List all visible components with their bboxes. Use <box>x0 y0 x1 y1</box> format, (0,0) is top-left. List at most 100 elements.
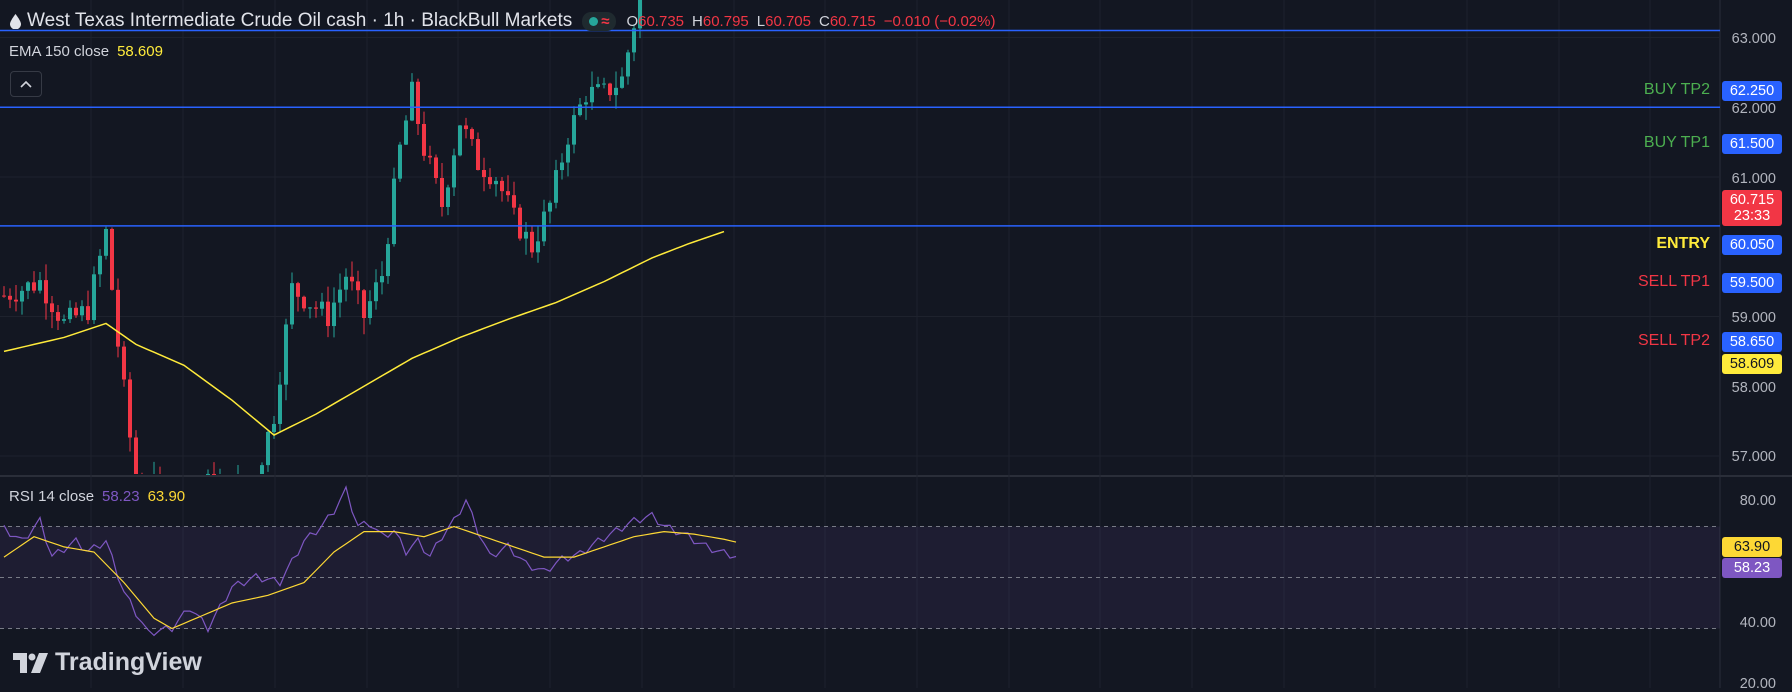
price-axis-tick: 63.000 <box>1731 31 1776 47</box>
symbol-title[interactable]: West Texas Intermediate Crude Oil cash ·… <box>27 10 573 31</box>
last-price-tag[interactable]: 60.715 23:33 <box>1722 190 1782 226</box>
candle-body <box>320 301 324 309</box>
candle-body <box>536 241 540 253</box>
price-axis-tick: 62.000 <box>1731 101 1776 117</box>
candle-body <box>26 282 30 291</box>
rsi-axis-tick: 40.00 <box>1739 615 1776 631</box>
candle-body <box>422 123 426 156</box>
candle-body <box>428 155 432 158</box>
price-tag-buy-tp2[interactable]: 62.250 <box>1722 81 1782 101</box>
candle-body <box>332 302 336 327</box>
change-value: −0.010 (−0.02%) <box>883 12 996 30</box>
tradingview-logo[interactable]: TradingView <box>13 648 202 677</box>
market-status-badge[interactable]: ≈ <box>582 11 617 31</box>
candle-body <box>464 125 468 130</box>
ema-value: 58.609 <box>117 43 163 60</box>
candle-body <box>518 207 522 239</box>
candle-body <box>398 144 402 179</box>
candle-body <box>440 178 444 207</box>
candle-body <box>488 177 492 185</box>
candle-body <box>554 170 558 203</box>
candle-body <box>572 115 576 145</box>
candle-body <box>500 180 504 192</box>
rsi-ma-tag[interactable]: 63.90 <box>1722 537 1782 557</box>
candle-body <box>134 437 138 474</box>
level-label-entry: ENTRY <box>1656 235 1710 252</box>
symbol-legend: West Texas Intermediate Crude Oil cash ·… <box>10 10 995 32</box>
rsi-value: 58.23 <box>102 488 140 505</box>
candle-body <box>326 301 330 327</box>
candle-body <box>302 296 306 309</box>
candle-body <box>386 244 390 277</box>
candle-body <box>626 52 630 77</box>
candle-body <box>356 281 360 291</box>
level-label-buy-tp1: BUY TP1 <box>1643 134 1710 151</box>
candle-body <box>104 228 108 256</box>
candle-body <box>50 303 54 313</box>
candle-body <box>260 465 264 474</box>
candle-body <box>308 307 312 309</box>
price-pane <box>0 0 1720 476</box>
rsi-tag[interactable]: 58.23 <box>1722 558 1782 578</box>
candle-body <box>278 384 282 424</box>
ohlc-values: O60.735 H60.795 L60.705 C60.715 −0.010 (… <box>626 13 995 30</box>
candle-body <box>458 125 462 156</box>
open-value: 60.735 <box>638 12 685 30</box>
price-tag-buy-tp1[interactable]: 61.500 <box>1722 134 1782 154</box>
chevron-up-icon <box>20 80 32 88</box>
candle-body <box>14 299 18 302</box>
candle-body <box>110 228 114 290</box>
candle-body <box>128 379 132 438</box>
candle-body <box>380 276 384 283</box>
candle-body <box>590 86 594 103</box>
rsi-axis-tick: 80.00 <box>1739 493 1776 509</box>
price-tag-entry[interactable]: 60.050 <box>1722 235 1782 255</box>
price-tag-sell-tp2[interactable]: 58.650 <box>1722 332 1782 352</box>
candle-body <box>8 295 12 300</box>
ema-legend[interactable]: EMA 150 close 58.609 <box>9 43 163 60</box>
candle-body <box>92 274 96 321</box>
candle-body <box>374 282 378 302</box>
price-axis-tick: 58.000 <box>1731 380 1776 396</box>
candle-body <box>314 307 318 309</box>
candle-body <box>584 102 588 105</box>
rsi-legend[interactable]: RSI 14 close 58.23 63.90 <box>9 488 185 505</box>
candle-body <box>434 157 438 179</box>
candle-body <box>596 84 600 87</box>
candle-body <box>530 231 534 253</box>
candle-body <box>566 144 570 163</box>
rsi-axis-tick: 20.00 <box>1739 676 1776 692</box>
candle-body <box>608 83 612 96</box>
candle-body <box>512 195 516 208</box>
ema-name: EMA 150 close <box>9 43 110 60</box>
level-label-buy-tp2: BUY TP2 <box>1643 81 1710 98</box>
collapse-legend-button[interactable] <box>10 71 42 97</box>
low-key: L <box>756 12 766 30</box>
ema-price-tag[interactable]: 58.609 <box>1722 354 1782 374</box>
high-value: 60.795 <box>702 12 749 30</box>
candle-body <box>116 289 120 347</box>
price-tag-sell-tp1[interactable]: 59.500 <box>1722 273 1782 293</box>
candle-body <box>578 104 582 116</box>
close-key: C <box>819 12 830 30</box>
candle-body <box>482 169 486 178</box>
candle-body <box>632 28 636 53</box>
candle-body <box>638 0 642 29</box>
last-price-value: 60.715 <box>1729 192 1775 208</box>
candle-body <box>362 290 366 319</box>
candle-body <box>206 473 210 475</box>
tradingview-logo-text: TradingView <box>55 648 202 676</box>
candle-body <box>470 129 474 140</box>
candle-body <box>368 301 372 319</box>
candle-body <box>32 282 36 291</box>
price-axis-tick: 61.000 <box>1731 171 1776 187</box>
oil-drop-icon <box>10 13 21 29</box>
tradingview-logo-icon <box>13 652 48 673</box>
rsi-ma-value: 63.90 <box>147 488 186 505</box>
candle-body <box>56 312 60 321</box>
market-open-dot <box>589 16 599 26</box>
level-label-sell-tp1: SELL TP1 <box>1637 273 1710 290</box>
rsi-pane <box>0 477 1720 688</box>
